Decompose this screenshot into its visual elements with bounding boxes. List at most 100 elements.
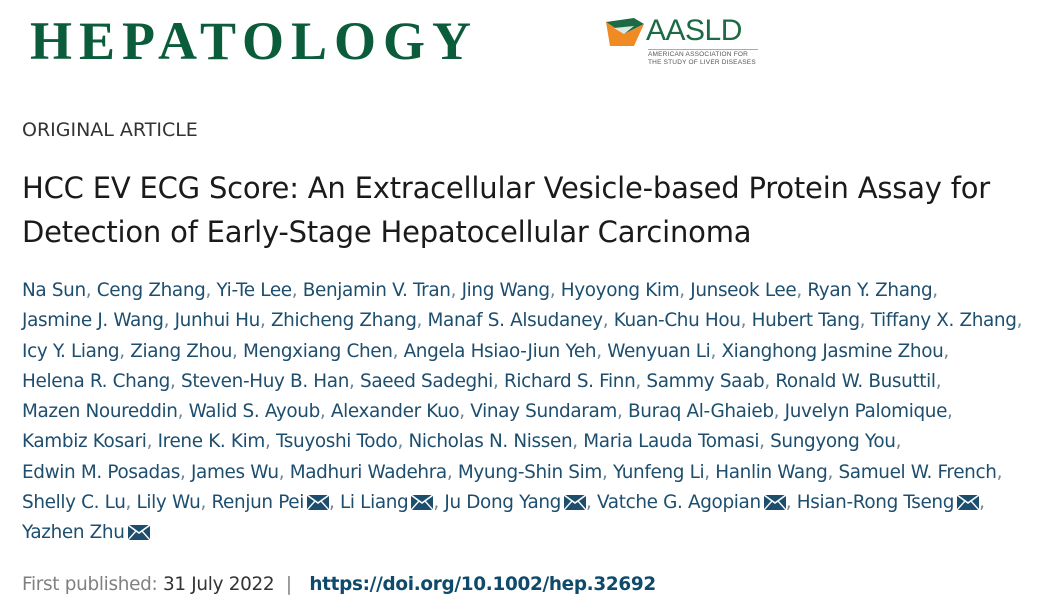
email-envelope-icon[interactable] — [956, 490, 980, 511]
author-link[interactable]: Junseok Lee — [690, 280, 797, 301]
author-link[interactable]: James Wu — [190, 461, 279, 483]
author-separator: , — [943, 340, 949, 362]
author-link[interactable]: Ceng Zhang — [96, 280, 206, 301]
author-link[interactable]: Yazhen Zhu — [22, 522, 125, 544]
author-link[interactable]: Myung-Shin Sim — [457, 461, 602, 483]
journal-header: HEPATOLOGY AASLD AMERICAN ASSOCIATION FO… — [0, 0, 1046, 90]
published-date: 31 July 2022 — [162, 574, 275, 595]
email-envelope-icon[interactable] — [410, 490, 434, 511]
author-link[interactable]: Wenyuan Li — [607, 340, 711, 362]
author-separator: , — [859, 310, 866, 332]
author-item: Junseok Lee, — [690, 280, 807, 301]
author-separator: , — [947, 401, 953, 423]
author-link[interactable]: Ryan Y. Zhang — [807, 280, 933, 301]
email-envelope-icon[interactable] — [763, 490, 787, 511]
author-item: Walid S. Ayoub, — [189, 401, 331, 422]
author-item: Yunfeng Li, — [613, 462, 715, 483]
author-link[interactable]: Tiffany X. Zhang — [870, 310, 1017, 332]
author-link[interactable]: Edwin M. Posadas — [22, 461, 180, 483]
author-item: Sammy Saab, — [646, 371, 775, 392]
author-link[interactable]: Icy Y. Liang — [22, 340, 120, 362]
author-link[interactable]: Juvelyn Palomique — [784, 401, 948, 423]
author-link[interactable]: Madhuri Wadehra — [289, 461, 447, 483]
author-link[interactable]: Kambiz Kosari — [22, 431, 147, 453]
author-separator: , — [259, 310, 266, 332]
author-separator: , — [617, 401, 623, 423]
author-link[interactable]: Angela Hsiao-Jiun Yeh — [403, 340, 597, 362]
author-item: Vatche G. Agopian, — [597, 492, 797, 513]
author-link[interactable]: Renjun Pei — [211, 492, 305, 514]
author-link[interactable]: Hubert Tang — [751, 310, 860, 332]
author-item: Benjamin V. Tran, — [303, 280, 462, 301]
author-link[interactable]: Saeed Sadeghi — [360, 370, 493, 392]
author-link[interactable]: Ju Dong Yang — [444, 492, 561, 514]
author-separator: , — [759, 431, 765, 453]
author-separator: , — [710, 340, 716, 362]
author-link[interactable]: Mengxiang Chen — [243, 340, 393, 362]
author-link[interactable]: Shelly C. Lu — [22, 492, 126, 514]
author-item: Hyoyong Kim, — [561, 280, 691, 301]
author-link[interactable]: Xianghong Jasmine Zhou — [721, 340, 944, 362]
email-envelope-icon[interactable] — [563, 490, 587, 511]
author-link[interactable]: Lily Wu — [136, 492, 201, 514]
email-envelope-icon[interactable] — [126, 520, 151, 541]
email-envelope-icon[interactable] — [306, 490, 330, 511]
author-link[interactable]: Alexander Kuo — [330, 401, 460, 423]
author-link[interactable]: Walid S. Ayoub — [188, 401, 321, 423]
author-link[interactable]: Sammy Saab — [646, 370, 765, 392]
author-link[interactable]: Helena R. Chang — [22, 370, 170, 392]
author-link[interactable]: Zhicheng Zhang — [270, 310, 417, 332]
author-link[interactable]: Steven-Huy B. Han — [181, 370, 350, 392]
author-separator: , — [549, 280, 556, 301]
author-item: Ziang Zhou, — [130, 341, 243, 362]
author-link[interactable]: Hanlin Wang — [715, 461, 828, 483]
author-link[interactable]: Richard S. Finn — [503, 370, 636, 392]
author-link[interactable]: Tsuyoshi Todo — [275, 431, 398, 453]
author-link[interactable]: Irene K. Kim — [157, 431, 266, 453]
author-link[interactable]: Maria Lauda Tomasi — [583, 431, 760, 453]
author-link[interactable]: Samuel W. French — [838, 461, 997, 483]
author-link[interactable]: Buraq Al-Ghaieb — [628, 401, 774, 423]
author-separator: , — [932, 280, 938, 301]
author-item: Ju Dong Yang, — [444, 492, 597, 513]
aasld-liver-icon — [606, 18, 644, 46]
author-link[interactable]: Mazen Noureddin — [22, 401, 178, 423]
author-item: Angela Hsiao-Jiun Yeh, — [404, 341, 608, 362]
article-title: HCC EV ECG Score: An Extracellular Vesic… — [22, 171, 991, 249]
doi-link[interactable]: https://doi.org/10.1002/hep.32692 — [309, 574, 656, 595]
author-separator: , — [177, 401, 184, 423]
author-separator: , — [602, 310, 609, 332]
author-link[interactable]: Sungyong You — [770, 431, 896, 453]
author-link[interactable]: Hyoyong Kim — [560, 280, 680, 301]
author-link[interactable]: Jasmine J. Wang — [22, 310, 164, 332]
author-item: Zhicheng Zhang, — [271, 310, 428, 331]
author-link[interactable]: Hsian-Rong Tseng — [796, 492, 955, 514]
published-label: First published: — [22, 574, 158, 595]
author-link[interactable]: Jing Wang — [461, 280, 551, 301]
author-link[interactable]: Ziang Zhou — [130, 340, 233, 362]
author-link[interactable]: Vatche G. Agopian — [597, 492, 761, 514]
author-link[interactable]: Junhui Hu — [174, 310, 261, 332]
author-link[interactable]: Yunfeng Li — [612, 461, 705, 483]
author-separator: , — [601, 461, 608, 483]
author-link[interactable]: Ronald W. Busuttil — [775, 370, 936, 392]
author-link[interactable]: Manaf S. Alsudaney — [427, 310, 604, 332]
author-item: Li Liang, — [340, 492, 444, 513]
author-link[interactable]: Kuan-Chu Hou — [613, 310, 741, 332]
author-separator: , — [119, 340, 125, 362]
author-separator: , — [635, 370, 641, 392]
author-item: Madhuri Wadehra, — [290, 462, 458, 483]
author-link[interactable]: Nicholas N. Nissen — [408, 431, 573, 453]
author-item: Maria Lauda Tomasi, — [583, 431, 770, 452]
author-link[interactable]: Yi-Te Lee — [216, 280, 292, 301]
aasld-logo[interactable]: AASLD AMERICAN ASSOCIATION FOR THE STUDY… — [604, 14, 764, 70]
journal-logo[interactable]: HEPATOLOGY — [30, 11, 479, 71]
author-link[interactable]: Li Liang — [340, 492, 409, 514]
author-link[interactable]: Na Sun — [22, 280, 86, 301]
author-separator: , — [679, 280, 685, 301]
author-link[interactable]: Benjamin V. Tran — [302, 280, 451, 301]
author-item: Juvelyn Palomique, — [785, 401, 953, 422]
author-item: Ronald W. Busuttil, — [775, 371, 941, 392]
author-link[interactable]: Vinay Sundaram — [470, 401, 617, 423]
author-item: Shelly C. Lu, — [22, 492, 137, 513]
